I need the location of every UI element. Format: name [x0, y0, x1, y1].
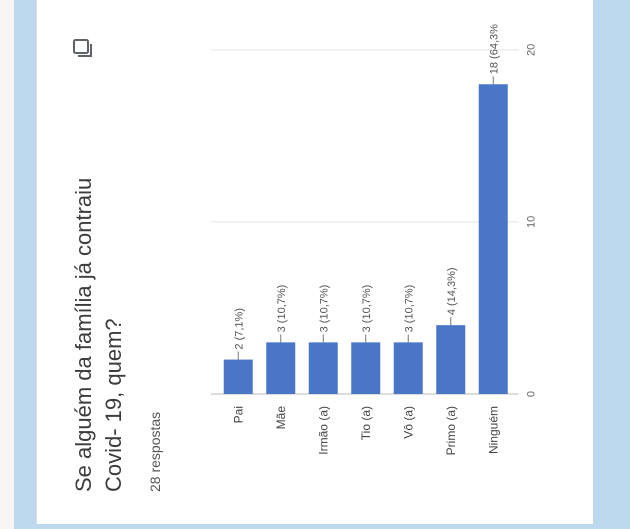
category-label-1: Mãe [274, 406, 288, 430]
tick-label-0: 0 [526, 391, 538, 397]
question-title: Se alguém da família já contraiu Covid- … [71, 177, 126, 492]
data-label-2: 3 (10,7%) [318, 285, 330, 333]
bar-chart: 0 10 20 Pai 2 (7,1%) Mãe 3 (10,7%) Irmão (a) 3 (… [211, 24, 538, 455]
category-label-2: Irmão (a) [316, 406, 330, 455]
category-label-5: Primo (a) [444, 406, 458, 455]
data-label-1: 3 (10,7%) [276, 285, 288, 333]
bar-0 [223, 359, 253, 394]
data-label-5: 4 (14,3%) [446, 267, 458, 315]
tick-label-20: 20 [526, 44, 538, 56]
bar-6 [478, 84, 508, 394]
card-content: Se alguém da família já contraiu Covid- … [37, 0, 593, 524]
bar-4 [393, 342, 423, 394]
response-count: 28 respostas [147, 411, 163, 492]
category-label-6: Ninguém [486, 406, 500, 454]
bar-3 [351, 342, 381, 394]
category-label-4: Vô (a) [401, 406, 415, 439]
copy-icon[interactable] [71, 36, 95, 60]
data-label-4: 3 (10,7%) [403, 285, 415, 333]
chart-card: Se alguém da família já contraiu Covid- … [36, 0, 593, 524]
category-label-3: Tio (a) [359, 406, 373, 440]
data-label-3: 3 (10,7%) [361, 285, 373, 333]
data-label-6: 18 (64,3% [488, 24, 500, 74]
data-label-0: 2 (7,1%) [233, 308, 245, 350]
category-label-0: Pai [231, 406, 245, 423]
bar-5 [436, 325, 466, 394]
bar-1 [266, 342, 296, 394]
bar-2 [308, 342, 338, 394]
tick-label-10: 10 [526, 216, 538, 228]
